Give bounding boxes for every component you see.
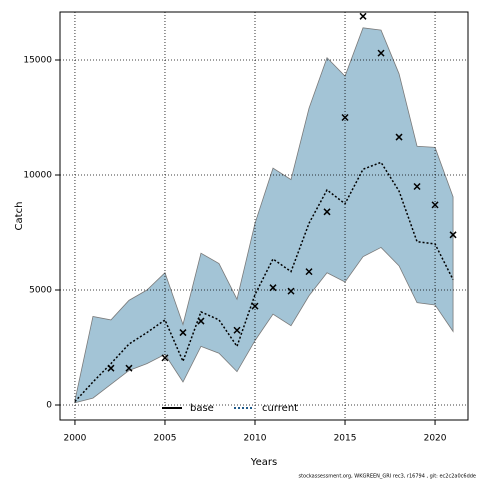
x-axis-label: Years	[250, 457, 277, 468]
observation-marker	[449, 231, 457, 239]
observation-marker	[359, 12, 367, 20]
observation-marker	[107, 364, 115, 372]
x-tick-label: 2015	[334, 434, 357, 444]
y-tick-label: 5000	[29, 286, 52, 296]
observation-marker	[323, 208, 331, 216]
x-tick-label: 2005	[154, 434, 177, 444]
y-tick-label: 15000	[23, 56, 52, 66]
series-line	[74, 161, 454, 403]
observation-marker	[269, 284, 277, 292]
observation-marker	[287, 287, 295, 295]
observation-marker	[251, 302, 259, 310]
y-axis-label: Catch	[14, 202, 25, 231]
y-tick-label: 0	[46, 401, 52, 411]
observation-marker	[197, 317, 205, 325]
confidence-band	[74, 27, 454, 404]
observation-marker	[233, 326, 241, 334]
legend-label: current	[262, 403, 298, 414]
x-tick-label: 2010	[244, 434, 267, 444]
plot-frame	[59, 11, 469, 421]
observation-marker	[305, 268, 313, 276]
observation-marker	[377, 49, 385, 57]
observation-marker	[413, 182, 421, 191]
observation-marker	[395, 133, 403, 141]
observation-marker	[431, 201, 439, 209]
legend-label: base	[190, 403, 214, 414]
x-tick-label: 2020	[424, 434, 447, 444]
observation-marker	[161, 354, 169, 362]
x-tick-label: 2000	[63, 434, 86, 444]
observation-marker	[125, 364, 133, 372]
observation-marker	[179, 329, 187, 337]
footer: stockassessment.org, WKGREEN_GRI rec3, r…	[298, 474, 476, 480]
observation-marker	[341, 113, 349, 122]
y-tick-label: 10000	[23, 171, 52, 181]
